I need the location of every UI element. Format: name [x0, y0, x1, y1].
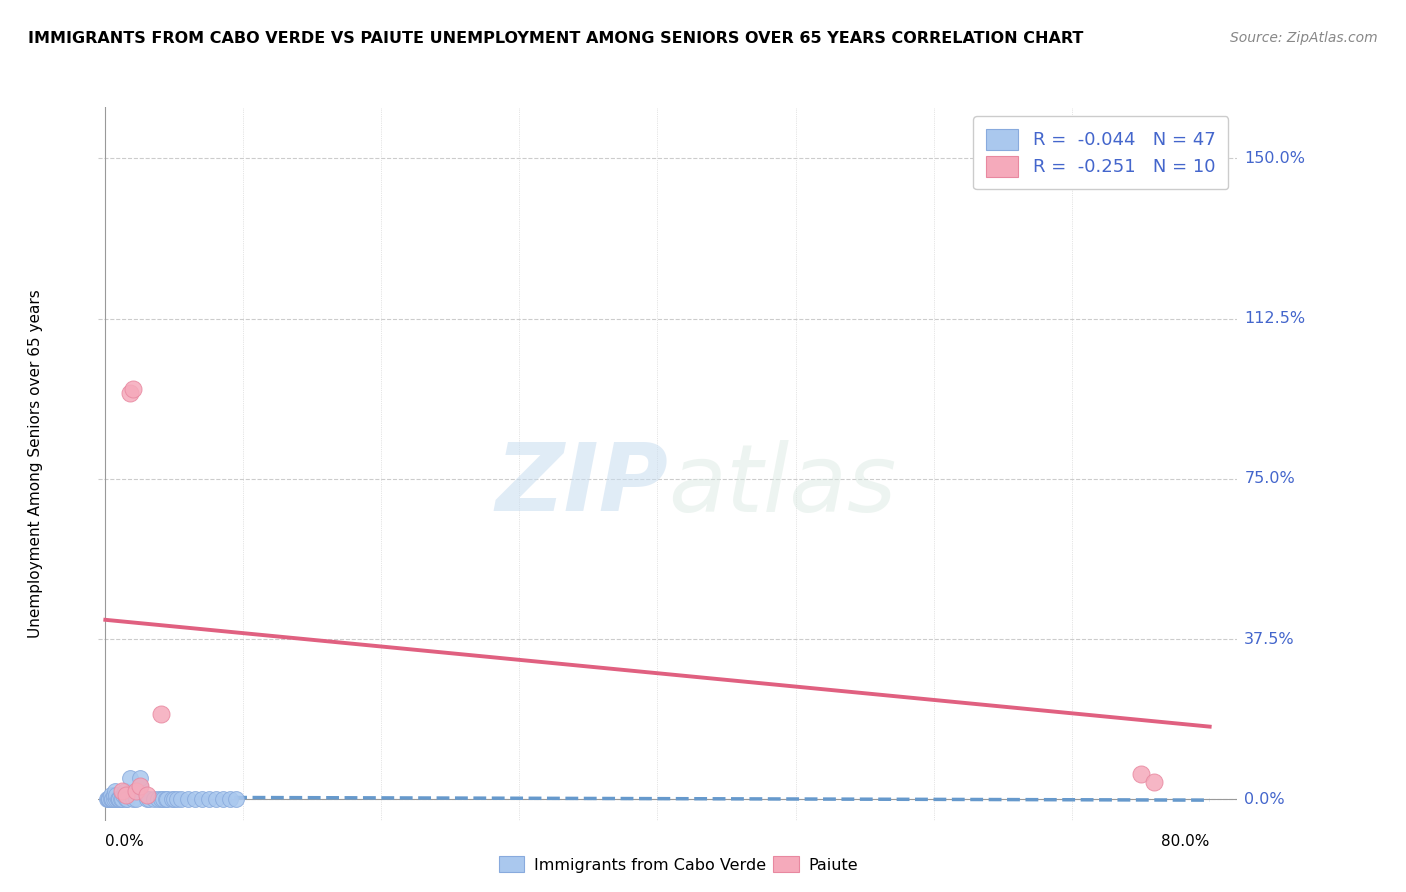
Point — [101, 792, 124, 806]
Point — [96, 792, 118, 806]
Text: 0.0%: 0.0% — [105, 834, 143, 849]
Point — [122, 792, 145, 806]
Point — [125, 792, 148, 806]
Text: Source: ZipAtlas.com: Source: ZipAtlas.com — [1230, 31, 1378, 45]
Point — [111, 792, 134, 806]
Point — [108, 792, 131, 806]
Point — [135, 792, 157, 806]
Point — [111, 783, 134, 797]
Point — [1129, 766, 1152, 780]
Point — [120, 386, 142, 401]
Point — [135, 788, 157, 802]
Point — [125, 783, 148, 797]
Point — [204, 792, 226, 806]
Point — [98, 792, 121, 806]
Point — [110, 792, 132, 806]
Point — [146, 792, 169, 806]
Point — [101, 792, 124, 806]
Text: 80.0%: 80.0% — [1161, 834, 1209, 849]
Point — [105, 788, 128, 802]
Point — [107, 792, 129, 806]
Point — [108, 792, 131, 806]
Point — [120, 771, 142, 785]
Point — [97, 792, 120, 806]
Point — [191, 792, 214, 806]
Point — [138, 792, 160, 806]
Point — [98, 792, 121, 806]
Point — [128, 780, 150, 794]
Point — [184, 792, 207, 806]
Point — [112, 788, 135, 802]
Point — [218, 792, 240, 806]
Text: Immigrants from Cabo Verde: Immigrants from Cabo Verde — [534, 858, 766, 872]
Point — [163, 792, 186, 806]
Point — [103, 792, 125, 806]
Point — [155, 792, 177, 806]
Point — [225, 792, 247, 806]
Point — [160, 792, 183, 806]
Text: Paiute: Paiute — [808, 858, 858, 872]
Point — [149, 792, 172, 806]
Text: Unemployment Among Seniors over 65 years: Unemployment Among Seniors over 65 years — [28, 290, 42, 638]
Text: atlas: atlas — [668, 440, 896, 531]
Point — [100, 792, 122, 806]
Point — [156, 792, 179, 806]
Point — [177, 792, 200, 806]
Legend: R =  -0.044   N = 47, R =  -0.251   N = 10: R = -0.044 N = 47, R = -0.251 N = 10 — [973, 116, 1229, 189]
Point — [122, 382, 145, 396]
Text: IMMIGRANTS FROM CABO VERDE VS PAIUTE UNEMPLOYMENT AMONG SENIORS OVER 65 YEARS CO: IMMIGRANTS FROM CABO VERDE VS PAIUTE UNE… — [28, 31, 1084, 46]
Point — [103, 788, 125, 802]
Point — [100, 788, 122, 802]
Point — [170, 792, 193, 806]
Text: 112.5%: 112.5% — [1244, 311, 1305, 326]
Text: 150.0%: 150.0% — [1244, 151, 1305, 166]
Text: 37.5%: 37.5% — [1244, 632, 1295, 647]
Point — [198, 792, 221, 806]
Text: 75.0%: 75.0% — [1244, 471, 1295, 486]
Point — [142, 792, 165, 806]
Point — [114, 783, 136, 797]
Text: ZIP: ZIP — [495, 439, 668, 532]
Point — [152, 792, 174, 806]
Point — [105, 792, 128, 806]
Point — [104, 783, 127, 797]
Point — [117, 792, 139, 806]
Text: 0.0%: 0.0% — [1244, 792, 1285, 806]
Point — [115, 792, 138, 806]
Point — [1143, 775, 1166, 789]
Point — [166, 792, 188, 806]
Point — [149, 706, 172, 721]
Point — [128, 780, 150, 794]
Point — [211, 792, 233, 806]
Point — [128, 771, 150, 785]
Point — [115, 788, 138, 802]
